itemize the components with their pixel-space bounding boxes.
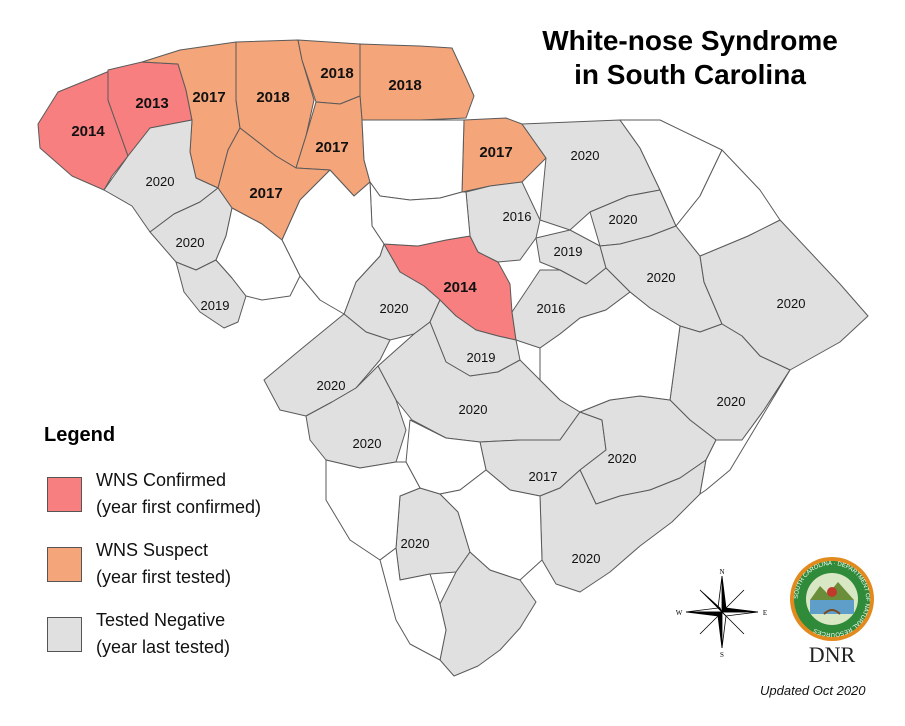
compass-n: N <box>719 568 724 576</box>
year-label: 2018 <box>256 89 289 106</box>
legend-swatch-suspect <box>47 547 82 582</box>
county-lancaster <box>465 181 541 263</box>
legend-label-line2: (year first confirmed) <box>96 497 262 517</box>
county-colleton <box>325 459 421 561</box>
year-label: 2019 <box>467 350 496 365</box>
map-title: White-nose Syndrome in South Carolina <box>500 24 880 92</box>
county-jasper <box>379 547 447 661</box>
year-label: 2013 <box>135 95 168 112</box>
year-label: 2020 <box>353 436 382 451</box>
county-greenwood <box>215 207 301 301</box>
year-label: 2020 <box>647 270 676 285</box>
year-label: 2020 <box>608 451 637 466</box>
dnr-label: DNR <box>808 642 856 667</box>
year-label: 2020 <box>717 394 746 409</box>
county-barnwell <box>305 365 407 469</box>
compass-s: S <box>720 651 724 658</box>
legend-label-line1: WNS Confirmed <box>96 470 227 490</box>
legend-title: Legend <box>44 424 116 446</box>
legend-label-suspect: WNS Suspect (year first tested) <box>96 537 231 591</box>
legend-swatch-negative <box>47 617 82 652</box>
year-label: 2020 <box>317 378 346 393</box>
year-label: 2020 <box>176 235 205 250</box>
compass-e: E <box>763 609 767 617</box>
year-label: 2016 <box>537 301 566 316</box>
year-label: 2020 <box>401 536 430 551</box>
legend: Legend WNS Confirmed (year first confirm… <box>44 424 344 677</box>
county-newberry <box>281 169 385 315</box>
dnr-logo: SOUTH CAROLINA · DEPARTMENT OF NATURAL R… <box>784 556 880 668</box>
year-label: 2018 <box>320 65 353 82</box>
dnr-seal-icon: SOUTH CAROLINA · DEPARTMENT OF NATURAL R… <box>790 557 874 641</box>
updated-date: Updated Oct 2020 <box>760 683 866 698</box>
county-allendale <box>439 469 543 581</box>
year-label: 2017 <box>249 185 282 202</box>
year-label: 2020 <box>571 148 600 163</box>
county-dillon <box>675 149 781 257</box>
year-label: 2017 <box>529 469 558 484</box>
legend-label-line1: Tested Negative <box>96 610 226 630</box>
county-georgetown <box>699 369 791 495</box>
year-label: 2019 <box>201 298 230 313</box>
county-chesterfield <box>461 117 547 193</box>
legend-label-negative: Tested Negative (year last tested) <box>96 607 230 661</box>
year-label: 2020 <box>380 301 409 316</box>
compass-rose-icon: N S W E <box>676 568 767 658</box>
map-title-line1: White-nose Syndrome <box>542 25 838 56</box>
legend-label-line2: (year first tested) <box>96 567 232 587</box>
map-title-line2: in South Carolina <box>574 59 806 90</box>
year-label: 2014 <box>443 279 477 296</box>
year-label: 2019 <box>554 244 583 259</box>
legend-item-confirmed: WNS Confirmed (year first confirmed) <box>44 467 344 537</box>
county-chester <box>361 119 465 201</box>
year-label: 2017 <box>315 139 348 156</box>
legend-swatch-confirmed <box>47 477 82 512</box>
legend-label-line2: (year last tested) <box>96 637 231 657</box>
legend-label-confirmed: WNS Confirmed (year first confirmed) <box>96 467 261 521</box>
year-label: 2020 <box>777 296 806 311</box>
year-label: 2020 <box>146 174 175 189</box>
compass-w: W <box>676 609 683 617</box>
year-label: 2020 <box>609 212 638 227</box>
county-edgefield <box>263 313 391 417</box>
year-label: 2020 <box>459 402 488 417</box>
year-label: 2018 <box>388 77 421 94</box>
year-label: 2017 <box>192 89 225 106</box>
county-anderson <box>103 119 219 233</box>
year-label: 2014 <box>71 123 105 140</box>
county-mccormick <box>175 259 247 329</box>
year-label: 2016 <box>503 209 532 224</box>
legend-item-suspect: WNS Suspect (year first tested) <box>44 537 344 607</box>
county-sumter <box>539 291 681 413</box>
legend-label-line1: WNS Suspect <box>96 540 209 560</box>
legend-item-negative: Tested Negative (year last tested) <box>44 607 344 677</box>
year-label: 2020 <box>572 551 601 566</box>
year-label: 2017 <box>479 144 512 161</box>
